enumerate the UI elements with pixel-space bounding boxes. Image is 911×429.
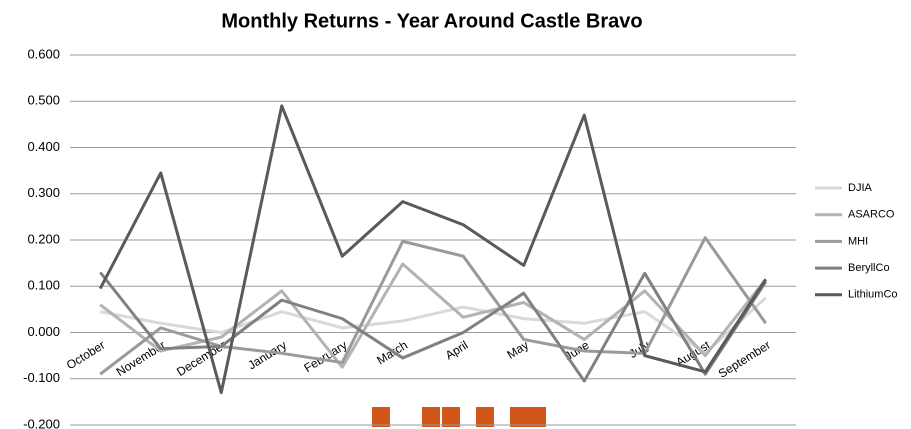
legend-label: BeryllCo (848, 262, 890, 274)
legend-label: ASARCO (848, 209, 895, 221)
series-line (99, 262, 767, 369)
x-tick-label: December (174, 338, 228, 379)
decorative-icons (372, 407, 546, 427)
y-tick-label: -0.100 (23, 370, 60, 385)
y-tick-label: 0.400 (27, 139, 60, 154)
y-tick-label: 0.000 (27, 324, 60, 339)
series-line (99, 296, 767, 355)
y-tick-label: -0.200 (23, 416, 60, 429)
legend-label: MHI (848, 235, 868, 247)
x-tick-label: April (443, 338, 471, 363)
series-line (99, 236, 767, 376)
y-tick-label: 0.200 (27, 231, 60, 246)
y-tick-label: 0.500 (27, 93, 60, 108)
y-tick-label: 0.600 (27, 46, 60, 61)
y-tick-label: 0.100 (27, 278, 60, 293)
x-tick-label: October (64, 338, 108, 372)
legend-label: LithiumCo (848, 289, 898, 301)
series-line (98, 104, 768, 395)
y-tick-label: 0.300 (27, 185, 60, 200)
chart-title: Monthly Returns - Year Around Castle Bra… (221, 10, 642, 32)
series-line (99, 271, 768, 383)
legend-label: DJIA (848, 182, 873, 194)
x-tick-label: January (245, 338, 289, 373)
